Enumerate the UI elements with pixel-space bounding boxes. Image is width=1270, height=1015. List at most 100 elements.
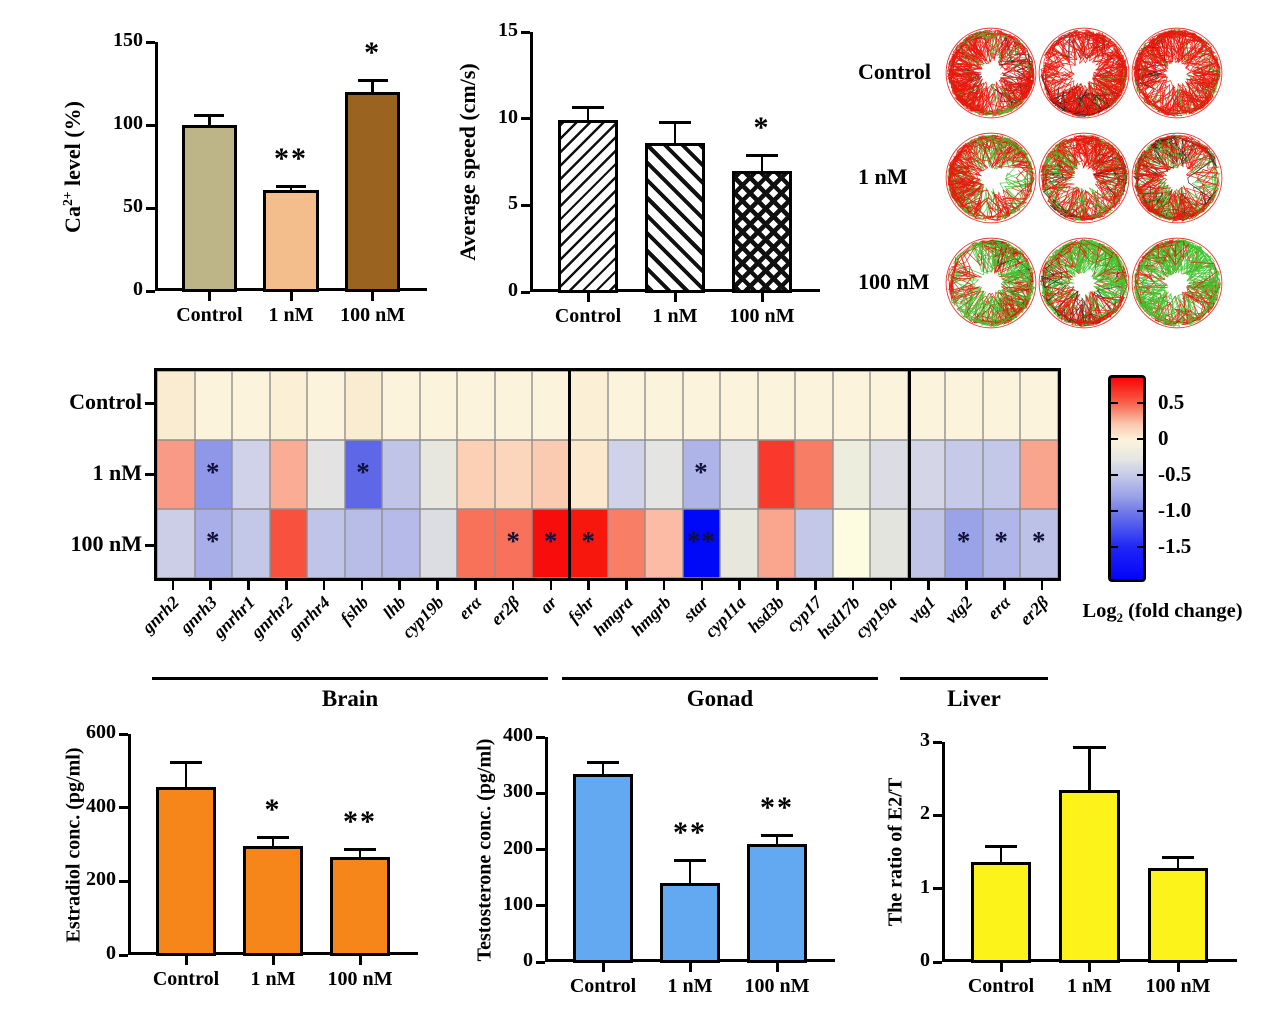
- dish-rim: [1131, 237, 1223, 329]
- bar: [970, 862, 1032, 963]
- group-underline-brain: [152, 677, 548, 680]
- x-axis-tick: [586, 293, 590, 302]
- heatmap-significance-label: *: [206, 525, 221, 556]
- colorbar-tick-label: -0.5: [1158, 462, 1192, 486]
- group-underline-liver: [900, 677, 1048, 680]
- heatmap-cell: [870, 509, 908, 578]
- trajectory-track: [1045, 29, 1128, 81]
- trajectory-track: [951, 240, 1033, 327]
- heatmap-cell: [795, 371, 833, 440]
- y-axis-title: Average speed (cm/s): [455, 63, 481, 261]
- error-bar-line: [601, 762, 605, 780]
- trajectory-track: [1136, 278, 1220, 326]
- heatmap-column-tick: [625, 581, 628, 590]
- bar: [732, 170, 792, 293]
- error-bar-line: [586, 106, 590, 127]
- y-axis-tick: [933, 813, 942, 817]
- heatmap-row-tick: [145, 544, 154, 547]
- heatmap-significance-label: *: [1031, 525, 1047, 556]
- trajectory-track: [952, 134, 1027, 202]
- heatmap-row-tick: [145, 402, 154, 405]
- heatmap-cell: [645, 371, 683, 440]
- trajectory-track: [970, 150, 1034, 218]
- y-axis-tick: [933, 887, 942, 891]
- error-bar-cap: [275, 185, 307, 189]
- heatmap-cell: [832, 371, 871, 440]
- error-bar-cap: [586, 761, 620, 765]
- heatmap-cell: *: [344, 440, 383, 509]
- colorbar-title: Log2 (fold change): [1055, 600, 1270, 626]
- colorbar-title-post: (fold change): [1122, 600, 1243, 622]
- heatmap-significance-label: *: [956, 525, 972, 556]
- group-underline-gonad: [562, 677, 878, 680]
- heatmap-cell: [982, 371, 1021, 440]
- x-axis-tick: [184, 956, 188, 965]
- heatmap-significance-label: *: [581, 525, 596, 556]
- heatmap-cell: [945, 371, 983, 440]
- trajectory-track: [1057, 138, 1128, 221]
- trajectory-row-label-100nm: 100 nM: [858, 269, 930, 294]
- x-axis-tick: [1176, 963, 1180, 972]
- trajectory-track: [956, 29, 1032, 74]
- heatmap-column-tick: [247, 581, 250, 590]
- heatmap-significance-label: *: [356, 456, 371, 487]
- heatmap-cell: [382, 371, 420, 440]
- heatmap-cell: [795, 509, 833, 578]
- y-axis-title-text: Average speed (cm/s): [455, 63, 480, 261]
- panel-estradiol-chart: Estradiol conc. (pg/ml) 0 200 400 600 Control…: [60, 712, 460, 1012]
- trajectory-track: [949, 139, 1027, 214]
- trajectory-track: [1082, 249, 1128, 326]
- trajectory-track: [1152, 239, 1220, 293]
- y-axis-title-text: Estradiol conc. (pg/ml): [62, 747, 85, 942]
- heatmap-column-tick: [776, 581, 779, 590]
- trajectory-track: [1091, 62, 1128, 111]
- heatmap-cell: [457, 509, 495, 578]
- error-bar-line: [1088, 747, 1091, 796]
- heatmap-column-tick: [587, 581, 590, 590]
- trajectory-dish: [1131, 132, 1223, 224]
- trajectory-track: [1135, 52, 1205, 115]
- y-axis-title: Estradiol conc. (pg/ml): [63, 747, 86, 942]
- trajectory-track: [1133, 156, 1180, 219]
- trajectory-track: [1135, 137, 1218, 221]
- colorbar-tick-label: -1.5: [1158, 534, 1192, 558]
- heatmap-column-tick: [700, 581, 704, 590]
- trajectory-track: [948, 32, 996, 115]
- x-axis-tick: [688, 963, 692, 972]
- heatmap-column-tick: [360, 581, 364, 590]
- heatmap-significance-label: *: [206, 456, 221, 487]
- trajectory-track: [1046, 239, 1126, 324]
- trajectory-track: [1040, 136, 1123, 218]
- trajectory-track: [972, 135, 1029, 168]
- panel-swimming-trajectories: Control 1 nM 100 nM: [850, 15, 1270, 350]
- panel-ca-level-chart: Ca2+ level (%) 0 50 100 150 Control 1 nM ** 100 …: [30, 12, 440, 352]
- group-label-gonad: Gonad: [686, 686, 754, 711]
- trajectory-track: [1042, 240, 1123, 295]
- bar: [330, 857, 390, 956]
- heatmap-row-label-1nm: 1 nM: [92, 460, 143, 485]
- trajectory-row-label-1nm: 1 nM: [858, 164, 908, 189]
- trajectory-track: [1134, 152, 1167, 191]
- dish-rim: [1131, 132, 1223, 224]
- heatmap-column-tick: [284, 581, 288, 590]
- bar: [645, 142, 705, 293]
- bar: [558, 120, 618, 293]
- heatmap-cell: *: [532, 509, 570, 578]
- heatmap-cell: [757, 371, 796, 440]
- y-axis-tick: [146, 206, 155, 210]
- error-bar-cap: [1073, 746, 1106, 750]
- error-bar-cap: [343, 848, 377, 852]
- significance-label: *: [364, 36, 382, 70]
- x-category-label: Control: [554, 305, 622, 327]
- y-axis-tick: [536, 735, 545, 739]
- panel-average-speed-chart: Average speed (cm/s) 0 5 10 15 Control 1 nM 100…: [445, 12, 840, 352]
- x-category-label: 1 nM: [652, 305, 698, 327]
- y-axis-tick-label: 100: [503, 892, 533, 915]
- y-axis-tick-label: 3: [920, 729, 930, 751]
- error-bar-line: [358, 849, 362, 864]
- gene-label: er2β: [1015, 592, 1053, 629]
- heatmap-cell: [457, 440, 495, 509]
- group-label-brain: Brain: [321, 686, 379, 711]
- y-axis-tick: [119, 806, 128, 810]
- bar: [1147, 868, 1209, 963]
